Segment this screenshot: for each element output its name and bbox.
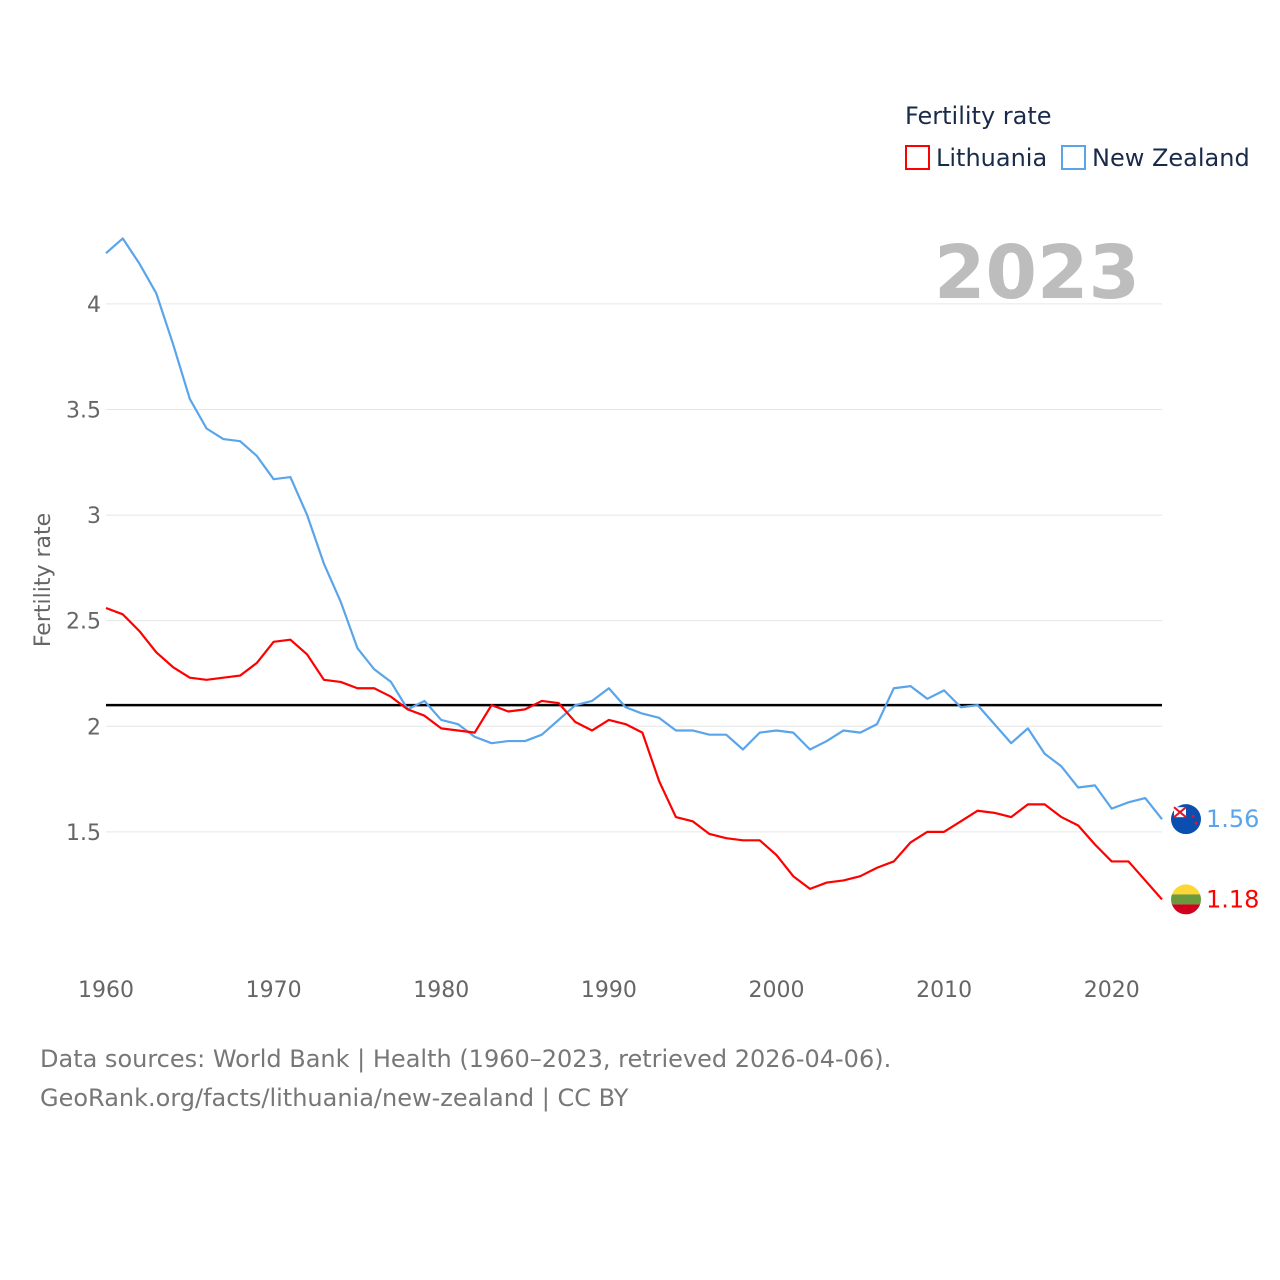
x-tick-label: 2000: [748, 978, 804, 1003]
lithuania-flag-icon: [1171, 884, 1201, 915]
new-zealand-flag-icon: [1171, 804, 1201, 835]
y-tick-label: 3.5: [66, 399, 101, 424]
attribution-link[interactable]: GeoRank.org/facts/lithuania/new-zealand …: [40, 1084, 629, 1112]
grid: [106, 303, 1162, 833]
y-tick-label: 2: [87, 715, 101, 740]
year-label: 2023: [934, 230, 1140, 316]
legend-swatch-lithuania: [905, 145, 930, 170]
new-zealand-end-value: 1.56: [1206, 805, 1259, 833]
series-line-new-zealand: [105, 237, 1163, 820]
series-line-lithuania: [105, 606, 1163, 901]
x-tick-label: 1960: [78, 978, 134, 1003]
legend-label-lithuania: Lithuania: [936, 144, 1047, 172]
y-tick-label: 1.5: [66, 821, 101, 846]
x-tick-label: 1990: [581, 978, 637, 1003]
x-axis: 1960 1970 1980 1990 2000 2010 2020: [78, 978, 1140, 1003]
y-tick-label: 3: [87, 504, 101, 529]
legend-title: Fertility rate: [905, 102, 1052, 130]
y-tick-label: 2.5: [66, 610, 101, 635]
y-tick-label: 4: [87, 293, 101, 318]
legend-label-new-zealand: New Zealand: [1092, 144, 1250, 172]
lithuania-end-value: 1.18: [1206, 885, 1259, 913]
legend: Fertility rate Lithuania New Zealand: [905, 102, 1250, 172]
x-tick-label: 2020: [1084, 978, 1140, 1003]
x-tick-label: 1980: [413, 978, 469, 1003]
x-tick-label: 2010: [916, 978, 972, 1003]
data-source-text: Data sources: World Bank | Health (1960–…: [40, 1045, 892, 1073]
y-axis-label: Fertility rate: [31, 513, 56, 647]
series-lines: [105, 237, 1163, 901]
end-markers: 1.56 1.18: [1171, 804, 1259, 915]
legend-swatch-new-zealand: [1061, 145, 1086, 170]
x-tick-label: 1970: [246, 978, 302, 1003]
y-axis: 1.5 2 2.5 3 3.5 4: [66, 293, 101, 846]
